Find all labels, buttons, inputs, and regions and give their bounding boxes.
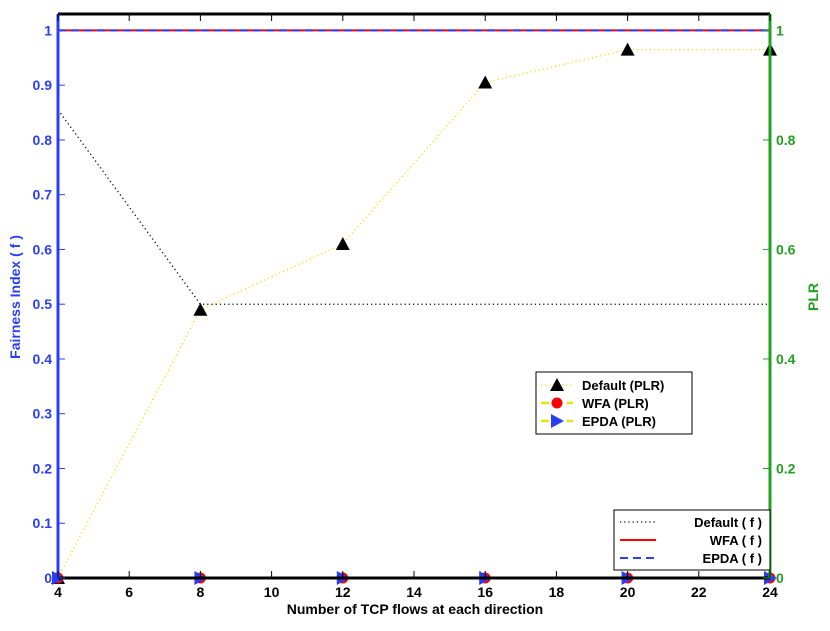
x-tick-label: 10 — [264, 584, 280, 600]
right-y-tick-label: 0.8 — [776, 132, 796, 148]
right-y-tick-label: 0.4 — [776, 351, 796, 367]
left-y-tick-label: 0.8 — [33, 132, 53, 148]
epda-f-legend-label: EPDA ( f ) — [703, 551, 762, 566]
wfa-plr-legend-label: WFA (PLR) — [582, 396, 649, 411]
left-y-tick-label: 0.7 — [33, 187, 53, 203]
epda-plr-legend-label: EPDA (PLR) — [582, 414, 656, 429]
default-plr-point — [193, 302, 208, 316]
x-tick-label: 6 — [125, 584, 133, 600]
default-f-line — [57, 109, 770, 305]
left-y-tick-label: 0.4 — [33, 351, 53, 367]
x-tick-label: 22 — [691, 584, 707, 600]
default-plr-line — [57, 48, 770, 579]
x-tick-label: 14 — [406, 584, 422, 600]
y-axis-title-left: Fairness Index ( f ) — [7, 235, 23, 359]
right-y-tick-label: 0 — [776, 570, 784, 586]
wfa-f-legend-label: WFA ( f ) — [710, 533, 762, 548]
default-plr-point — [620, 42, 635, 56]
left-y-tick-label: 0.9 — [33, 77, 53, 93]
x-tick-label: 4 — [54, 584, 62, 600]
right-y-tick-label: 0.2 — [776, 460, 796, 476]
x-tick-label: 18 — [549, 584, 565, 600]
x-axis-title: Number of TCP flows at each direction — [287, 601, 543, 617]
left-y-tick-label: 0.3 — [33, 406, 53, 422]
default-f-legend-label: Default ( f ) — [694, 515, 762, 530]
default-plr-point — [478, 75, 493, 89]
x-tick-label: 8 — [197, 584, 205, 600]
plot-layer — [51, 29, 777, 585]
right-y-tick-label: 0.6 — [776, 241, 796, 257]
default-plr-legend-marker — [550, 378, 564, 391]
left-y-tick-label: 0.5 — [33, 296, 53, 312]
axes-layer: 4 6 8 10 12 14 16 18 20 22 2400.10.20.30.40.50.60.… — [33, 12, 796, 600]
x-tick-label: 20 — [620, 584, 636, 600]
legend-plr: Default (PLR) WFA (PLR) EPDA (PLR) — [535, 371, 693, 435]
default-plr-legend-label: Default (PLR) — [582, 378, 664, 393]
wfa-plr-legend-marker — [551, 397, 563, 409]
epda-plr-legend-marker — [551, 414, 564, 428]
default-plr-point — [335, 236, 350, 250]
x-tick-label: 12 — [335, 584, 351, 600]
left-y-tick-label: 0.6 — [33, 241, 53, 257]
left-y-tick-label: 0 — [44, 570, 52, 586]
y-axis-title-right: PLR — [805, 283, 821, 311]
left-y-tick-label: 0.1 — [33, 515, 53, 531]
x-tick-label: 24 — [762, 584, 778, 600]
left-y-tick-label: 0.2 — [33, 460, 53, 476]
left-y-tick-label: 1 — [44, 22, 52, 38]
right-y-tick-label: 1 — [776, 22, 784, 38]
legend-f: Default ( f ) WFA ( f ) EPDA ( f ) — [613, 509, 771, 571]
x-tick-label: 16 — [477, 584, 493, 600]
